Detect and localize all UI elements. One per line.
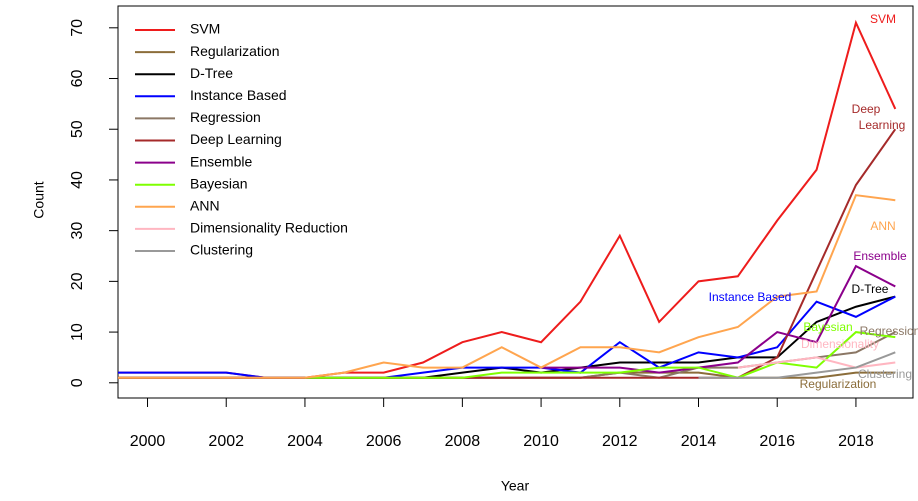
- annotation: Deep: [852, 102, 881, 116]
- x-tick-label: 2002: [208, 433, 244, 450]
- y-tick-label: 60: [69, 70, 86, 88]
- annotation: Instance Based: [709, 290, 792, 304]
- x-tick-label: 2014: [681, 433, 717, 450]
- legend-label: ANN: [190, 198, 220, 214]
- series-line: [118, 295, 896, 379]
- y-tick-label: 70: [69, 19, 86, 37]
- x-tick-label: 2000: [130, 433, 166, 450]
- legend-label: Ensemble: [190, 153, 252, 169]
- annotation: ANN: [870, 219, 895, 233]
- legend-label: D-Tree: [190, 65, 233, 81]
- legend-label: SVM: [190, 21, 220, 37]
- y-tick-label: 30: [69, 222, 86, 240]
- y-tick-label: 0: [69, 378, 86, 387]
- series-line: [541, 264, 896, 374]
- legend-label: Clustering: [190, 242, 253, 258]
- series-line: [304, 331, 896, 379]
- legend-label: Dimensionality Reduction: [190, 220, 348, 236]
- legend-label: Regularization: [190, 43, 280, 59]
- series-line: [118, 331, 896, 379]
- series-line: [698, 351, 896, 379]
- plot-frame: [117, 5, 914, 399]
- legend-label: Deep Learning: [190, 131, 282, 147]
- annotation: Ensemble: [853, 249, 907, 263]
- legend-label: Instance Based: [190, 87, 287, 103]
- y-axis-label: Count: [31, 181, 47, 218]
- annotation: Bayesian: [803, 320, 852, 334]
- legend-label: Bayesian: [190, 175, 248, 191]
- series-line: [118, 295, 896, 379]
- x-axis-label: Year: [501, 478, 530, 494]
- x-tick-label: 2016: [759, 433, 795, 450]
- x-tick-label: 2012: [602, 433, 638, 450]
- annotation: Dimensionality: [801, 337, 879, 351]
- series-line: [737, 356, 896, 369]
- y-tick-label: 10: [69, 323, 86, 341]
- x-tick-label: 2008: [445, 433, 481, 450]
- y-tick-label: 40: [69, 171, 86, 189]
- y-tick-label: 20: [69, 272, 86, 290]
- legend-label: Regression: [190, 109, 261, 125]
- x-tick-label: 2018: [838, 433, 874, 450]
- annotation: Clustering: [858, 367, 912, 381]
- annotation: SVM: [870, 12, 896, 26]
- x-tick-label: 2004: [287, 433, 323, 450]
- annotation: Regularization: [800, 377, 877, 391]
- series-line: [118, 194, 896, 379]
- annotation: D-Tree: [852, 282, 889, 296]
- plot-lines: [118, 19, 897, 379]
- annotation: Learning: [859, 118, 906, 132]
- annotation: Regression: [860, 324, 918, 338]
- x-tick-label: 2010: [523, 433, 559, 450]
- x-tick-label: 2006: [366, 433, 402, 450]
- y-tick-label: 50: [69, 120, 86, 138]
